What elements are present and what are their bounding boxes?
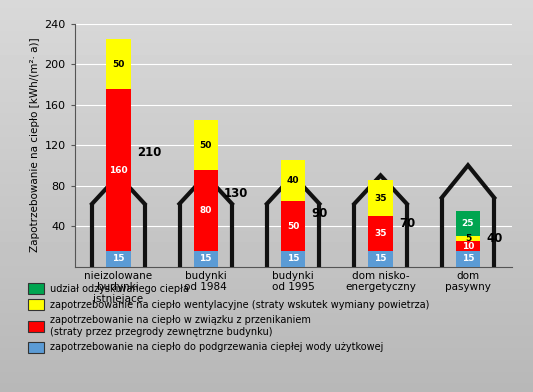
- Bar: [456, 236, 480, 241]
- Bar: [193, 120, 218, 171]
- Text: 15: 15: [199, 254, 212, 263]
- Bar: [281, 251, 305, 267]
- Text: 15: 15: [287, 254, 300, 263]
- Bar: [193, 251, 218, 267]
- Text: 35: 35: [374, 229, 387, 238]
- Bar: [368, 216, 393, 251]
- Text: 25: 25: [462, 219, 474, 228]
- Text: 70: 70: [399, 217, 415, 230]
- Bar: [106, 89, 131, 251]
- Bar: [456, 251, 480, 267]
- Bar: [281, 160, 305, 201]
- Bar: [368, 180, 393, 216]
- Text: 50: 50: [199, 141, 212, 149]
- Text: 80: 80: [199, 206, 212, 215]
- Bar: [456, 211, 480, 236]
- Text: 35: 35: [374, 194, 387, 203]
- Text: 90: 90: [311, 207, 328, 220]
- Text: 5: 5: [465, 234, 471, 243]
- Bar: [456, 241, 480, 251]
- Text: 50: 50: [112, 60, 125, 69]
- Text: 50: 50: [287, 221, 300, 230]
- Text: 130: 130: [224, 187, 248, 200]
- Text: 40: 40: [287, 176, 300, 185]
- Text: 15: 15: [112, 254, 125, 263]
- Legend: udział odzyskiwanego ciepła, zapotrzebowanie na ciepło wentylacyjne (straty wsku: udział odzyskiwanego ciepła, zapotrzebow…: [26, 281, 432, 355]
- Bar: [281, 201, 305, 251]
- Y-axis label: Zapotrzebowanie na ciepło [kWh/(m²· a)]: Zapotrzebowanie na ciepło [kWh/(m²· a)]: [30, 38, 40, 252]
- Bar: [368, 251, 393, 267]
- Text: 210: 210: [136, 146, 161, 159]
- Bar: [193, 171, 218, 251]
- Text: 15: 15: [462, 254, 474, 263]
- Text: 15: 15: [374, 254, 387, 263]
- Bar: [106, 251, 131, 267]
- Text: 10: 10: [462, 242, 474, 251]
- Text: 40: 40: [486, 232, 503, 245]
- Text: 160: 160: [109, 166, 127, 175]
- Bar: [106, 39, 131, 89]
